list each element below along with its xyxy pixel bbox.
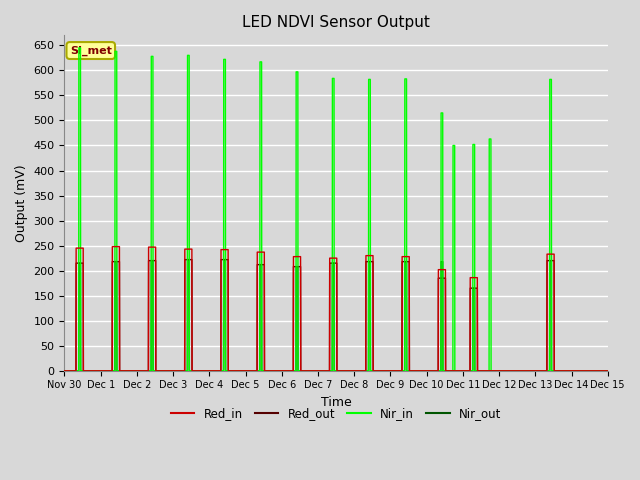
Nir_out	[326, 368, 334, 373]
Nir_in	[61, 368, 68, 373]
Red_out	[575, 368, 583, 373]
Red_out	[63, 368, 70, 373]
Nir_out	[83, 368, 91, 373]
Red_in	[575, 368, 583, 373]
Nir_in	[63, 368, 70, 373]
Nir_in	[75, 45, 83, 51]
Nir_in	[604, 368, 612, 373]
Red_in	[61, 368, 68, 373]
Line: Nir_in: Nir_in	[65, 48, 608, 371]
Red_in	[63, 368, 70, 373]
Nir_in	[326, 368, 334, 373]
X-axis label: Time: Time	[321, 396, 351, 409]
Nir_out	[604, 368, 612, 373]
Line: Red_in: Red_in	[65, 247, 608, 371]
Nir_in	[83, 368, 91, 373]
Nir_out	[61, 368, 68, 373]
Title: LED NDVI Sensor Output: LED NDVI Sensor Output	[242, 15, 430, 30]
Legend: Red_in, Red_out, Nir_in, Nir_out: Red_in, Red_out, Nir_in, Nir_out	[166, 403, 506, 425]
Red_out	[83, 368, 91, 373]
Red_in	[83, 368, 91, 373]
Line: Red_out: Red_out	[65, 260, 608, 371]
Red_out	[181, 257, 189, 263]
Nir_out	[575, 368, 583, 373]
Nir_out	[167, 368, 175, 373]
Red_in	[326, 255, 334, 261]
Red_out	[93, 368, 100, 373]
Nir_in	[93, 368, 100, 373]
Red_in	[604, 368, 612, 373]
Red_out	[326, 260, 334, 266]
Nir_out	[63, 368, 70, 373]
Nir_in	[167, 368, 175, 373]
Red_out	[167, 368, 175, 373]
Line: Nir_out: Nir_out	[65, 260, 608, 371]
Red_in	[108, 244, 116, 250]
Nir_out	[93, 368, 100, 373]
Nir_in	[575, 368, 583, 373]
Red_out	[604, 368, 612, 373]
Y-axis label: Output (mV): Output (mV)	[15, 164, 28, 242]
Text: SI_met: SI_met	[70, 46, 112, 56]
Nir_out	[184, 257, 191, 263]
Red_in	[167, 368, 175, 373]
Red_in	[93, 368, 100, 373]
Red_out	[61, 368, 68, 373]
